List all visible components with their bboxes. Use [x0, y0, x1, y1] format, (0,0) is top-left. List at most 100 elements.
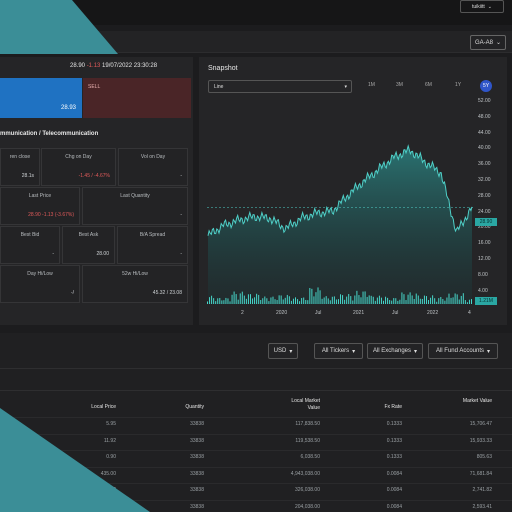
- volume-bar: [471, 299, 472, 304]
- volume-bar: [356, 290, 358, 304]
- x-tick-label: 2: [241, 310, 244, 316]
- accounts-filter[interactable]: All Fund Accounts ▾: [428, 343, 498, 359]
- stat-value: -: [180, 212, 182, 218]
- stat-label: 52w Hi/Low: [122, 271, 148, 277]
- volume-bar: [221, 300, 223, 304]
- volume-bar: [380, 297, 382, 304]
- stat-label: Best Ask: [78, 232, 99, 238]
- table-cell: 805.63: [476, 454, 492, 460]
- stat-value: -1.45 / -4.67%: [78, 173, 110, 179]
- stat-cell: Best Ask 28.00: [62, 226, 115, 264]
- column-header[interactable]: Local Price: [91, 404, 116, 410]
- volume-bar: [280, 295, 282, 304]
- quote-datetime: 19/07/2022 23:30:28: [102, 63, 158, 69]
- column-header[interactable]: Market Value: [462, 398, 492, 404]
- ga-select-label: GA-A8: [474, 39, 493, 46]
- table-cell: 33838: [190, 470, 204, 477]
- buy-value: 28.93: [60, 105, 76, 111]
- volume-bar: [223, 300, 225, 304]
- volume-bar: [364, 291, 366, 304]
- tickers-filter[interactable]: All Tickers ▾: [314, 343, 363, 359]
- volume-bar: [378, 295, 380, 304]
- y-tick-label: 12.00: [478, 256, 491, 262]
- stat-label: Last Quantity: [120, 193, 150, 199]
- y-tick-label: 24.00: [478, 208, 491, 215]
- volume-bar: [419, 298, 421, 304]
- y-tick-label: 28.00: [478, 192, 491, 199]
- range-5y-button[interactable]: 5Y: [480, 80, 492, 92]
- column-header[interactable]: Local Market Value: [291, 398, 320, 411]
- volume-bar: [401, 292, 403, 304]
- table-cell: 0.1333: [386, 437, 402, 444]
- volume-bar: [395, 298, 397, 304]
- volume-bar: [409, 292, 411, 304]
- quote-header: 28.90 -1.13 19/07/2022 23:30:28: [70, 63, 157, 69]
- volume-bar: [254, 297, 256, 304]
- stat-cell: Last Quantity -: [82, 187, 188, 225]
- chart-type-select[interactable]: Line ▾: [208, 80, 352, 93]
- volume-bar: [466, 302, 468, 304]
- caret-down-icon: ▾: [289, 348, 293, 355]
- volume-bar: [307, 300, 309, 304]
- volume-bar: [442, 299, 444, 304]
- volume-bar: [407, 294, 409, 304]
- table-cell: 435.00: [100, 470, 116, 477]
- column-header[interactable]: Quantity: [185, 404, 204, 410]
- y-tick-label: 20.00: [478, 224, 491, 231]
- x-tick-label: 2020: [276, 310, 288, 316]
- volume-bar: [464, 300, 466, 304]
- ga-select-button[interactable]: GA-A8 ⌄: [470, 35, 506, 50]
- volume-bar: [213, 298, 215, 304]
- sell-button[interactable]: SELL: [83, 78, 191, 118]
- volume-bar: [397, 300, 399, 304]
- volume-bar: [333, 296, 335, 304]
- stat-label: Day Hi/Low: [27, 271, 53, 277]
- volume-bar: [301, 298, 303, 304]
- volume-bar: [425, 296, 427, 304]
- volume-bar: [335, 299, 337, 304]
- volume-bar: [243, 295, 245, 304]
- column-header[interactable]: Fx Rate: [384, 404, 402, 410]
- y-tick-label: 36.00: [478, 161, 491, 168]
- volume-bar: [468, 299, 470, 304]
- volume-bar: [374, 300, 376, 304]
- volume-bar: [270, 297, 272, 304]
- volume-bar: [372, 296, 374, 304]
- row-divider: [0, 417, 512, 418]
- volume-bar: [247, 294, 249, 304]
- volume-bar: [233, 291, 235, 304]
- volume-bar: [344, 299, 346, 304]
- table-cell: 33838: [190, 437, 204, 444]
- stat-label: Last Price: [28, 193, 52, 199]
- range-3m-button[interactable]: 3M: [396, 82, 403, 88]
- volume-bar: [358, 295, 360, 304]
- range-6m-button[interactable]: 6M: [425, 82, 432, 88]
- range-1m-button[interactable]: 1M: [368, 82, 375, 88]
- volume-bar: [241, 291, 243, 304]
- buy-button[interactable]: 28.93: [0, 78, 82, 118]
- volume-bar: [383, 300, 384, 304]
- tickers-filter-label: All Tickers: [321, 348, 350, 354]
- table-cell: 11.92: [103, 437, 116, 444]
- volume-bar: [319, 290, 321, 304]
- currency-filter[interactable]: USD ▾: [268, 343, 298, 359]
- volume-bar: [342, 295, 344, 304]
- volume-bar: [284, 297, 286, 304]
- volume-bar: [448, 293, 450, 304]
- volume-bar: [321, 298, 323, 304]
- sector-label: mmunication / Telecommunication: [0, 131, 99, 137]
- volume-bar: [229, 301, 231, 304]
- range-1y-button[interactable]: 1Y: [455, 82, 462, 88]
- volume-bar: [450, 297, 452, 304]
- table-cell: 5.95: [106, 421, 116, 427]
- x-tick-label: 2022: [427, 310, 439, 316]
- quote-change: -1.13: [86, 63, 101, 69]
- volume-bar: [340, 294, 342, 304]
- volume-bar: [315, 292, 317, 304]
- y-tick-label: 32.00: [478, 177, 491, 183]
- y-tick-label: 16.00: [478, 240, 491, 247]
- account-menu-button[interactable]: tuikiitt ⌄: [460, 0, 504, 13]
- exchanges-filter[interactable]: All Exchanges ▾: [367, 343, 423, 359]
- volume-bar: [350, 296, 352, 304]
- volume-bar: [231, 294, 233, 304]
